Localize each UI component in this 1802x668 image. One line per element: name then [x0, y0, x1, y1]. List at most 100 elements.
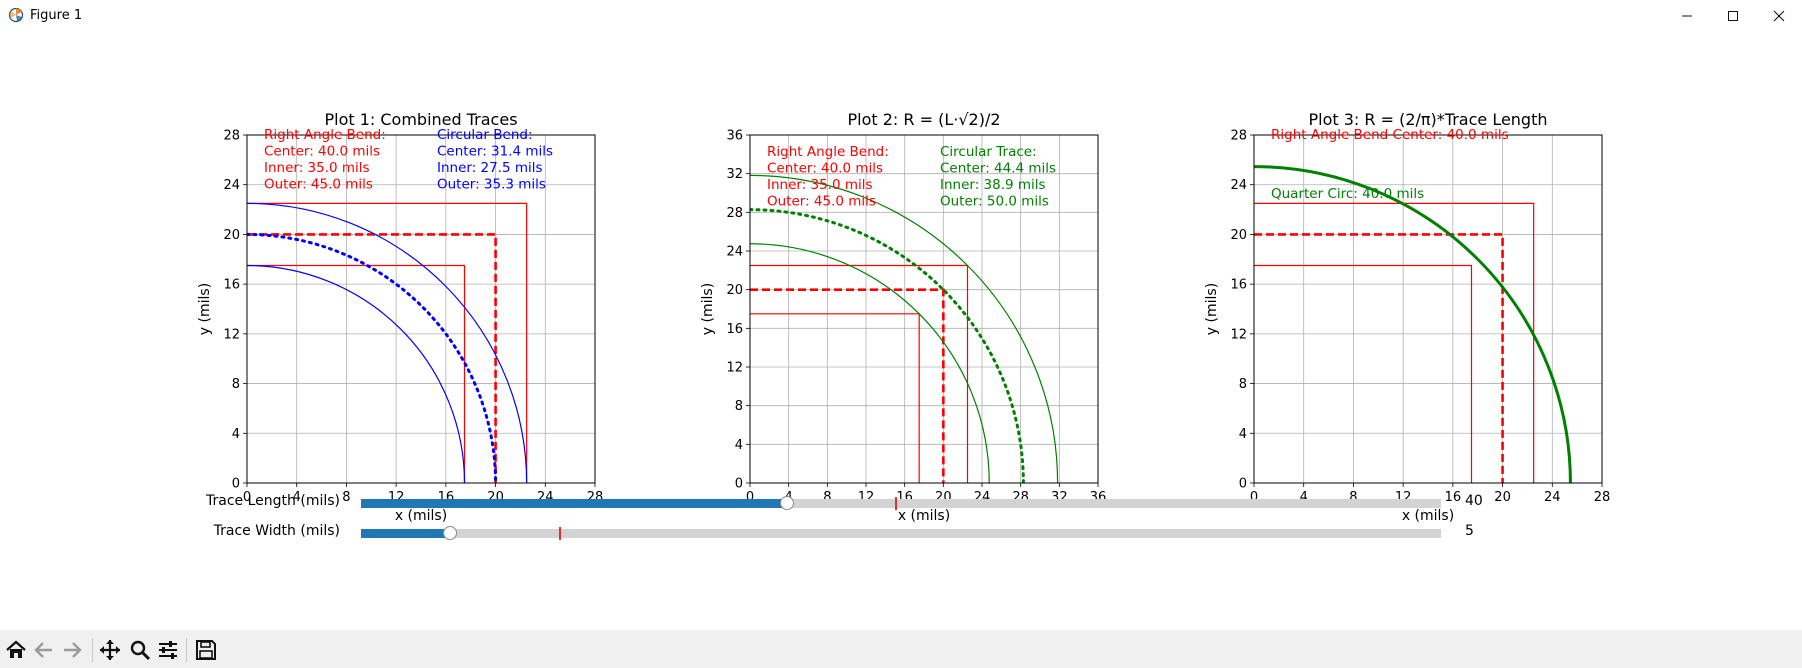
- red-annotation-text: Inner: 35.0 mils: [264, 160, 370, 176]
- red-annotation-text: Outer: 45.0 mils: [264, 177, 373, 193]
- figure-canvas[interactable]: 0 4 8 12 16 20 24 28 0 4 8 12 16 20 24 28 Plot 1: Combin…: [0, 32, 1802, 630]
- y-tick-label: 24: [1230, 178, 1247, 193]
- forward-button[interactable]: [60, 638, 84, 662]
- configure-subplots-icon: [159, 641, 177, 659]
- close-button[interactable]: [1756, 0, 1802, 32]
- blue-annotation-text: Inner: 27.5 mils: [437, 160, 543, 176]
- y-tick-label: 8: [1239, 377, 1247, 392]
- figure-plots-svg: 0 4 8 12 16 20 24 28 0 4 8 12 16 20 24 28 Plot 1: Combin…: [197, 110, 1610, 524]
- trace-width-slider-handle[interactable]: [442, 526, 457, 540]
- y-tick-label: 24: [223, 178, 240, 193]
- save-button[interactable]: [194, 638, 218, 662]
- red-annotation-text: Outer: 45.0 mils: [767, 194, 876, 210]
- trace-length-slider-fill: [361, 499, 787, 508]
- zoom-icon: [130, 640, 151, 661]
- x-tick-label: 0: [243, 490, 251, 505]
- circular-edge-trace: [750, 174, 1059, 483]
- trace-length-label: Trace Length (mils): [206, 493, 340, 509]
- trace-length-slider[interactable]: [361, 496, 1441, 510]
- maximize-icon: [1728, 11, 1738, 21]
- x-axis-label: x (mils): [395, 508, 447, 524]
- back-arrow-icon: [34, 642, 52, 658]
- green-annotation-text: Circular Trace:: [940, 144, 1037, 160]
- x-tick-label: 20: [1494, 490, 1511, 505]
- toolbar-separator: [186, 638, 187, 662]
- y-axis-label: y (mils): [1204, 283, 1220, 335]
- back-button[interactable]: [32, 638, 56, 662]
- navigation-toolbar: [0, 630, 1802, 668]
- plot-data-area: [750, 174, 1059, 483]
- red-annotation-text: Center: 40.0 mils: [264, 144, 380, 160]
- circular-edge-trace: [750, 243, 990, 483]
- minimize-icon: [1682, 15, 1692, 17]
- y-tick-label: 28: [223, 129, 240, 144]
- y-tick-label: 4: [232, 427, 240, 442]
- pan-button[interactable]: [98, 638, 122, 662]
- plot-frame: [246, 134, 596, 484]
- y-tick-label: 12: [1230, 327, 1247, 342]
- blue-annotation-text: Center: 31.4 mils: [437, 144, 553, 160]
- toolbar-separator: [92, 638, 93, 662]
- y-axis-label: y (mils): [700, 283, 716, 335]
- y-tick-label: 36: [726, 129, 743, 144]
- trace-length-value: 40: [1465, 493, 1483, 509]
- minimize-button[interactable]: [1664, 0, 1710, 32]
- y-tick-label: 28: [726, 206, 743, 221]
- home-icon: [6, 640, 26, 658]
- x-tick-label: 0: [1250, 490, 1258, 505]
- configure-subplots-button[interactable]: [156, 638, 180, 662]
- y-tick-label: 20: [1230, 228, 1247, 243]
- trace-width-slider-fill: [361, 529, 450, 538]
- plot-2: 0481216202428323604812162024283236Plot 2…: [700, 110, 1106, 524]
- maximize-button[interactable]: [1710, 0, 1756, 32]
- green-annotation-text: Inner: 38.9 mils: [940, 177, 1046, 193]
- plot-data-area: [1254, 165, 1572, 483]
- right-angle-edge-trace: [247, 202, 528, 483]
- close-icon: [1773, 10, 1785, 22]
- y-tick-label: 0: [1239, 477, 1247, 492]
- red-annotation-text: Inner: 35.0 mils: [767, 177, 873, 193]
- green-annotation-text: Outer: 50.0 mils: [940, 194, 1049, 210]
- right-angle-edge-trace: [1254, 202, 1535, 483]
- matplotlib-app-icon: [8, 7, 24, 23]
- circular-center-trace: [247, 232, 498, 483]
- green-annotation-text: Center: 44.4 mils: [940, 161, 1056, 177]
- blue-annotation-text: Circular Bend:: [437, 127, 533, 143]
- y-tick-label: 8: [735, 399, 743, 414]
- y-tick-label: 24: [726, 245, 743, 260]
- blue-annotation-text: Outer: 35.3 mils: [437, 177, 546, 193]
- x-tick-label: 8: [1349, 490, 1357, 505]
- green-annotation-text: Quarter Circ: 40.0 mils: [1271, 186, 1424, 202]
- circular-edge-trace: [1254, 165, 1572, 483]
- zoom-button[interactable]: [128, 638, 152, 662]
- home-button[interactable]: [4, 638, 28, 662]
- pan-icon: [100, 640, 120, 660]
- y-axis-label: y (mils): [197, 283, 213, 335]
- y-tick-label: 0: [232, 477, 240, 492]
- trace-length-slider-handle[interactable]: [779, 496, 794, 510]
- x-axis-label: x (mils): [898, 508, 950, 524]
- y-tick-label: 8: [232, 377, 240, 392]
- y-tick-label: 16: [726, 322, 743, 337]
- right-angle-center-trace: [247, 233, 497, 483]
- y-tick-label: 16: [1230, 278, 1247, 293]
- red-annotation-text: Right Angle Bend:: [264, 127, 386, 143]
- y-tick-label: 28: [1230, 129, 1247, 144]
- plot-frame: [749, 134, 1099, 484]
- y-tick-label: 4: [735, 438, 743, 453]
- right-angle-edge-trace: [750, 313, 920, 483]
- plot-frame: [1253, 134, 1603, 484]
- window-title: Figure 1: [30, 8, 83, 23]
- x-tick-label: 8: [823, 490, 831, 505]
- x-tick-label: 0: [746, 490, 754, 505]
- x-tick-label: 28: [1594, 490, 1611, 505]
- y-tick-label: 0: [735, 477, 743, 492]
- x-tick-label: 8: [342, 490, 350, 505]
- y-tick-label: 4: [1239, 427, 1247, 442]
- trace-width-slider[interactable]: [361, 526, 1441, 540]
- y-tick-label: 20: [223, 228, 240, 243]
- forward-arrow-icon: [64, 642, 82, 658]
- plot-title: Plot 3: R = (2/π)*Trace Length: [1309, 110, 1548, 129]
